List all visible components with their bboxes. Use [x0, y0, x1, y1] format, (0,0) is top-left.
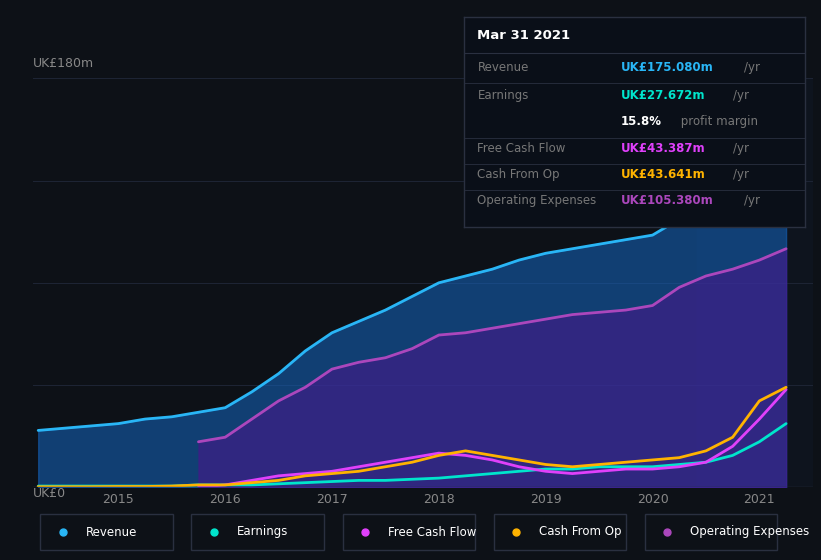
Text: Free Cash Flow: Free Cash Flow [478, 142, 566, 155]
Text: Revenue: Revenue [478, 60, 529, 74]
Text: UK£175.080m: UK£175.080m [621, 60, 713, 74]
Text: UK£27.672m: UK£27.672m [621, 89, 705, 102]
Bar [697, 78, 813, 487]
Text: UK£43.641m: UK£43.641m [621, 168, 705, 181]
Text: /yr: /yr [733, 142, 749, 155]
Text: /yr: /yr [745, 194, 760, 207]
Text: 15.8%: 15.8% [621, 115, 662, 128]
Text: Free Cash Flow: Free Cash Flow [388, 525, 476, 539]
Text: profit margin: profit margin [677, 115, 758, 128]
Text: UK£43.387m: UK£43.387m [621, 142, 705, 155]
Text: UK£0: UK£0 [33, 487, 66, 500]
Text: Operating Expenses: Operating Expenses [478, 194, 597, 207]
Text: Mar 31 2021: Mar 31 2021 [478, 30, 571, 43]
Text: /yr: /yr [733, 89, 749, 102]
Text: Cash From Op: Cash From Op [478, 168, 560, 181]
Text: /yr: /yr [733, 168, 749, 181]
Text: UK£180m: UK£180m [33, 57, 94, 70]
Text: /yr: /yr [745, 60, 760, 74]
FancyBboxPatch shape [191, 514, 323, 550]
Text: Revenue: Revenue [85, 525, 137, 539]
Text: Earnings: Earnings [236, 525, 288, 539]
Text: Cash From Op: Cash From Op [539, 525, 621, 539]
Text: Earnings: Earnings [478, 89, 529, 102]
FancyBboxPatch shape [342, 514, 475, 550]
FancyBboxPatch shape [493, 514, 626, 550]
Text: Operating Expenses: Operating Expenses [690, 525, 810, 539]
Text: UK£105.380m: UK£105.380m [621, 194, 713, 207]
FancyBboxPatch shape [40, 514, 172, 550]
FancyBboxPatch shape [644, 514, 777, 550]
